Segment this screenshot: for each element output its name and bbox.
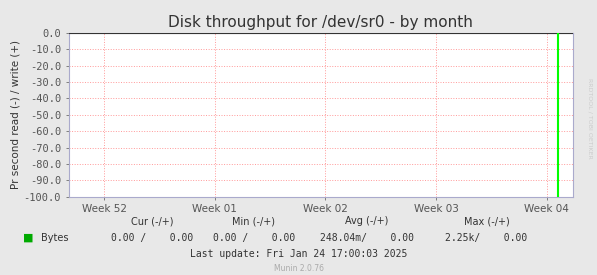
- Text: Bytes: Bytes: [41, 233, 68, 243]
- Text: Min (-/+): Min (-/+): [232, 216, 275, 226]
- Text: ■: ■: [23, 233, 33, 243]
- Y-axis label: Pr second read (-) / write (+): Pr second read (-) / write (+): [11, 40, 21, 189]
- Text: Cur (-/+): Cur (-/+): [131, 216, 174, 226]
- Text: 0.00 /    0.00: 0.00 / 0.00: [213, 233, 295, 243]
- Text: RRDTOOL / TOBI OETIKER: RRDTOOL / TOBI OETIKER: [587, 78, 592, 159]
- Text: 0.00 /    0.00: 0.00 / 0.00: [111, 233, 193, 243]
- Text: Avg (-/+): Avg (-/+): [346, 216, 389, 226]
- Text: Munin 2.0.76: Munin 2.0.76: [273, 265, 324, 273]
- Text: 248.04m/    0.00: 248.04m/ 0.00: [320, 233, 414, 243]
- Title: Disk throughput for /dev/sr0 - by month: Disk throughput for /dev/sr0 - by month: [168, 15, 473, 31]
- Text: Last update: Fri Jan 24 17:00:03 2025: Last update: Fri Jan 24 17:00:03 2025: [190, 249, 407, 258]
- Text: Max (-/+): Max (-/+): [464, 216, 509, 226]
- Text: 2.25k/    0.00: 2.25k/ 0.00: [445, 233, 528, 243]
